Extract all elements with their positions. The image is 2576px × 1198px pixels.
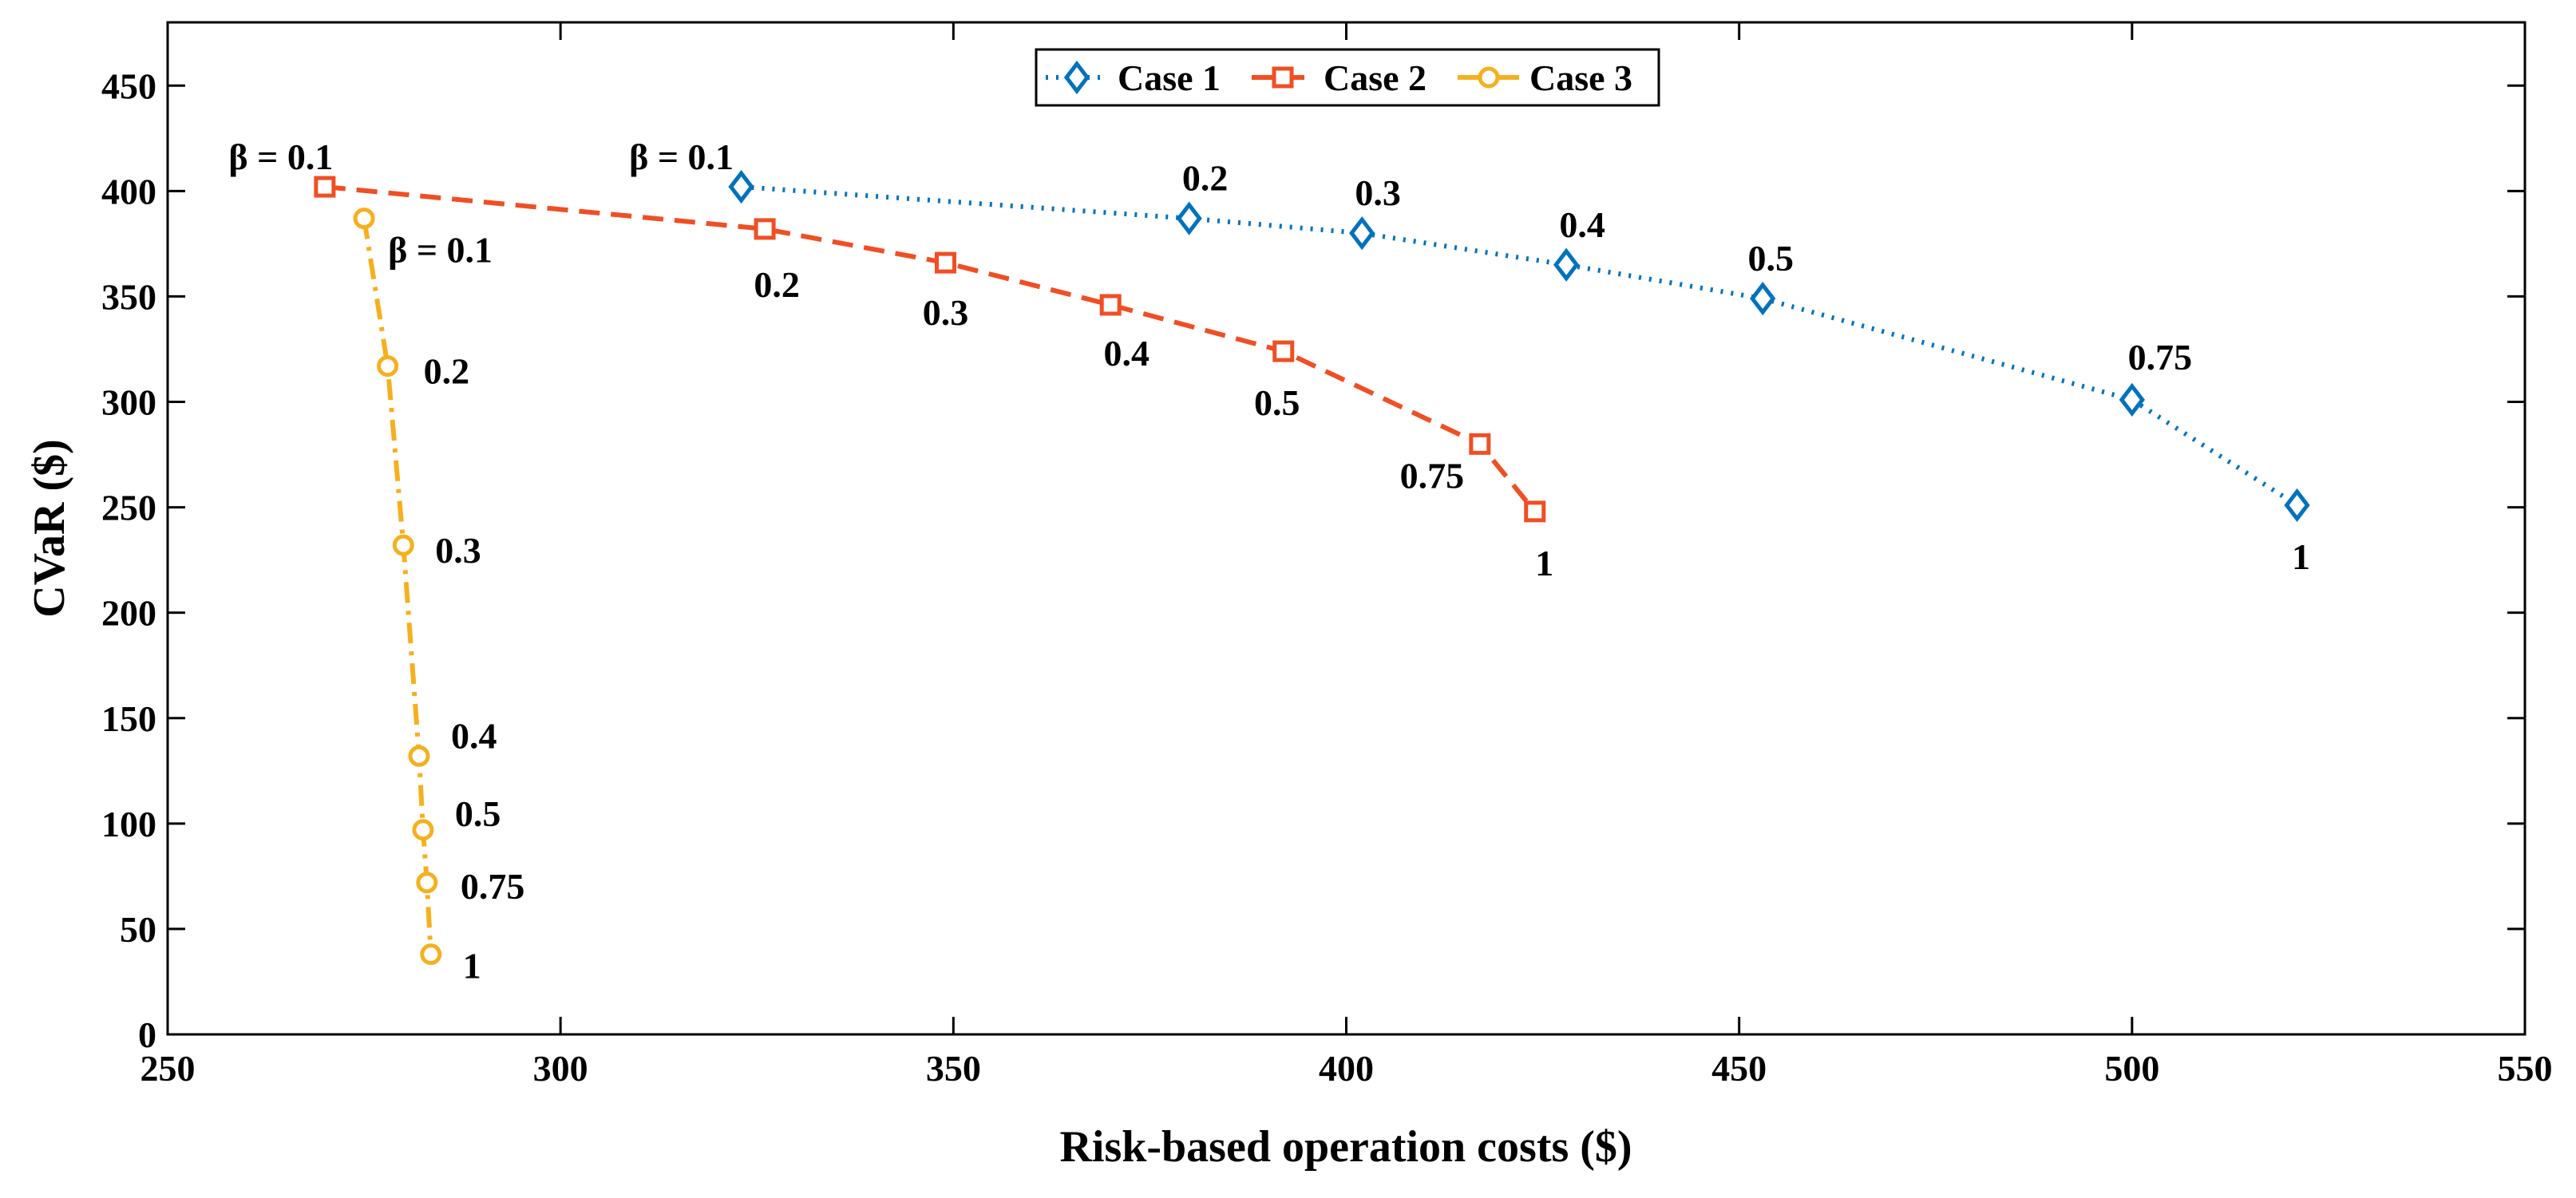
x-tick-label: 550 xyxy=(2498,1048,2553,1089)
y-tick-label: 50 xyxy=(120,909,156,950)
data-point-case-1 xyxy=(728,169,754,204)
data-point-case-3 xyxy=(408,745,430,767)
plot-area xyxy=(166,21,2527,1036)
legend-marker-case-1 xyxy=(1063,60,1090,95)
point-label-case-2: β = 0.1 xyxy=(228,136,333,177)
data-point-case-3 xyxy=(392,534,414,556)
data-point-case-3 xyxy=(412,819,434,841)
y-tick-label: 400 xyxy=(101,171,156,212)
point-label-case-3: 1 xyxy=(463,946,481,986)
point-label-case-3: 0.3 xyxy=(435,530,481,571)
y-tick-label: 0 xyxy=(138,1014,156,1055)
point-label-case-2: 0.5 xyxy=(1254,382,1300,423)
data-point-case-3 xyxy=(420,943,442,966)
point-label-case-1: 0.2 xyxy=(1182,158,1229,199)
point-label-case-2: 0.75 xyxy=(1400,455,1465,496)
legend-marker-case-3 xyxy=(1478,66,1500,89)
point-label-case-1: 1 xyxy=(2292,536,2310,577)
point-label-case-3: 0.5 xyxy=(455,793,501,834)
data-point-case-1 xyxy=(2119,382,2145,417)
point-label-case-1: 0.5 xyxy=(1747,238,1794,279)
point-label-case-2: 0.2 xyxy=(754,264,800,305)
y-tick-label: 200 xyxy=(101,593,156,634)
y-tick-label: 450 xyxy=(101,65,156,106)
data-point-case-2 xyxy=(934,251,956,274)
data-point-case-1 xyxy=(2284,488,2310,523)
legend-marker-case-2 xyxy=(1272,66,1294,89)
point-label-case-2: 0.4 xyxy=(1103,333,1150,374)
data-point-case-1 xyxy=(1176,201,1202,235)
legend-label-case-2: Case 2 xyxy=(1324,57,1426,98)
y-tick-label: 250 xyxy=(101,488,156,528)
data-point-case-2 xyxy=(1099,294,1122,316)
point-label-case-1: 0.4 xyxy=(1559,204,1605,245)
x-tick-label: 300 xyxy=(533,1048,588,1089)
y-tick-label: 150 xyxy=(101,698,156,739)
data-point-case-1 xyxy=(1553,247,1580,282)
point-label-case-1: 0.75 xyxy=(2128,337,2193,378)
data-point-case-3 xyxy=(377,355,399,378)
point-label-case-3: 0.75 xyxy=(461,866,525,907)
data-point-case-3 xyxy=(416,872,438,894)
x-tick-label: 350 xyxy=(926,1048,981,1089)
y-tick-label: 350 xyxy=(101,276,156,317)
x-tick-label: 450 xyxy=(1711,1048,1767,1089)
point-label-case-1: 0.3 xyxy=(1355,172,1401,213)
data-point-case-3 xyxy=(353,208,375,230)
point-label-case-2: 0.3 xyxy=(923,292,969,333)
point-label-case-3: 0.4 xyxy=(451,715,497,756)
y-tick-label: 300 xyxy=(101,382,156,423)
point-label-case-3: β = 0.1 xyxy=(388,230,493,271)
y-axis-title: CVaR ($) xyxy=(25,439,74,617)
point-label-case-2: 1 xyxy=(1535,543,1553,583)
x-tick-label: 500 xyxy=(2104,1048,2159,1089)
data-point-case-1 xyxy=(1349,216,1375,251)
legend: Case 1 Case 2 Case 3 xyxy=(1035,48,1660,107)
legend-label-case-3: Case 3 xyxy=(1529,57,1632,98)
legend-label-case-1: Case 1 xyxy=(1118,57,1221,98)
legend-box xyxy=(1035,48,1660,107)
data-point-case-2 xyxy=(314,176,336,198)
x-tick-label: 400 xyxy=(1319,1048,1374,1089)
y-tick-label: 100 xyxy=(101,804,156,844)
point-label-case-1: β = 0.1 xyxy=(629,136,734,177)
point-label-case-3: 0.2 xyxy=(424,351,470,392)
data-point-case-1 xyxy=(1750,281,1776,316)
x-axis-title: Risk-based operation costs ($) xyxy=(1059,1122,1632,1172)
data-point-case-2 xyxy=(754,218,776,240)
data-point-case-2 xyxy=(1469,433,1491,455)
data-point-case-2 xyxy=(1272,340,1295,362)
data-point-case-2 xyxy=(1524,500,1546,523)
x-tick-label: 250 xyxy=(140,1048,196,1089)
